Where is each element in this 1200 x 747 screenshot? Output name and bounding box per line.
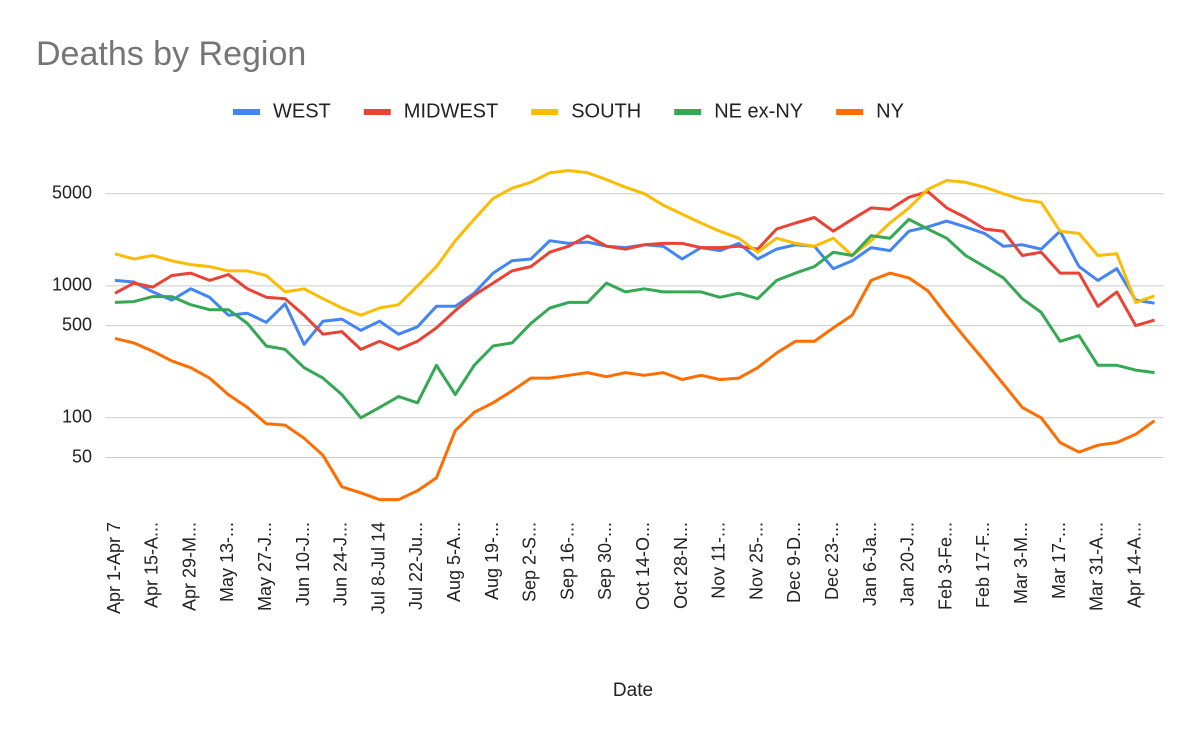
- x-axis-title: Date: [613, 680, 653, 701]
- legend-label: NE ex-NY: [714, 100, 803, 122]
- x-tick-label: Jun 24-J...: [331, 522, 351, 606]
- series-line: [114, 190, 1155, 351]
- x-tick-label: Nov 11-...: [709, 522, 729, 599]
- y-tick-label: 500: [62, 314, 92, 334]
- x-tick-label: Apr 15-A...: [142, 522, 162, 608]
- x-tick-label: Apr 14-A...: [1124, 522, 1144, 608]
- x-tick-label: Nov 25-...: [746, 522, 766, 600]
- y-tick-label: 100: [62, 407, 92, 427]
- x-tick-label: Sep 30-...: [595, 522, 615, 600]
- series-line: [114, 271, 1156, 502]
- series-line: [114, 217, 1155, 420]
- series-line: [114, 169, 1155, 317]
- x-tick-label: Jul 8-Jul 14: [368, 522, 388, 614]
- legend-label: WEST: [273, 100, 331, 122]
- x-tick-label: Aug 5-A...: [444, 522, 464, 602]
- x-tick-label: Oct 28-N...: [671, 522, 691, 609]
- x-tick-label: Dec 9-D...: [784, 522, 804, 603]
- legend-label: NY: [876, 100, 904, 122]
- x-tick-label: Feb 3-Fe...: [935, 522, 955, 610]
- x-tick-label: Mar 17-...: [1049, 522, 1069, 599]
- y-tick-label: 50: [72, 446, 92, 466]
- x-tick-label: Apr 29-M...: [179, 522, 199, 611]
- x-tick-label: Aug 19-...: [482, 522, 502, 600]
- legend-label: SOUTH: [571, 100, 641, 122]
- x-tick-label: Oct 14-O...: [633, 522, 653, 610]
- x-tick-label: Sep 16-...: [557, 522, 577, 600]
- grid: [105, 193, 1164, 459]
- x-tick-label: Apr 1-Apr 7: [104, 522, 124, 614]
- x-tick-label: Feb 17-F...: [973, 522, 993, 608]
- legend-label: MIDWEST: [404, 100, 498, 122]
- x-tick-label: May 13-...: [217, 522, 237, 602]
- x-tick-label: Mar 3-M...: [1011, 522, 1031, 604]
- x-tick-label: Jan 6-Ja...: [860, 522, 880, 606]
- x-tick-label: Mar 31-A...: [1087, 522, 1107, 611]
- x-tick-label: Dec 23-...: [822, 522, 842, 600]
- x-tick-label: Jan 20-J...: [898, 522, 918, 606]
- chart-title: Deaths by Region: [36, 35, 306, 73]
- plot: [114, 169, 1156, 502]
- y-tick-label: 5000: [52, 182, 92, 202]
- x-tick-label: Jul 22-Ju...: [406, 522, 426, 610]
- x-tick-label: Jun 10-J...: [293, 522, 313, 606]
- x-tick-label: May 27-J...: [255, 522, 275, 611]
- y-tick-label: 1000: [52, 275, 92, 295]
- x-tick-label: Sep 2-S...: [520, 522, 540, 602]
